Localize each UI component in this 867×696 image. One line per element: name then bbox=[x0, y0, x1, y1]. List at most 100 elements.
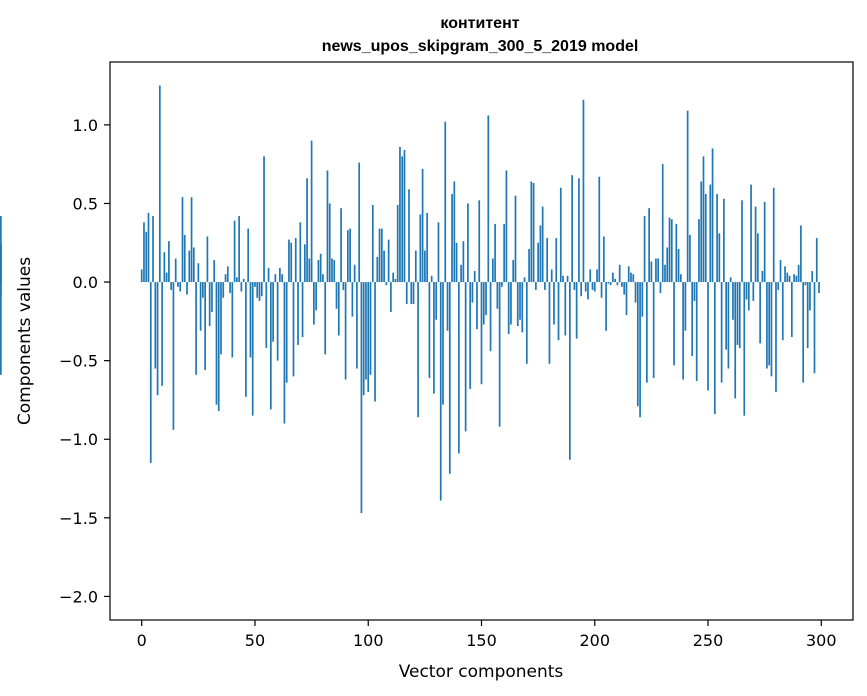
bar bbox=[657, 258, 660, 283]
bar bbox=[784, 266, 786, 283]
bar bbox=[720, 282, 723, 383]
bar bbox=[263, 156, 265, 283]
bar bbox=[213, 260, 216, 283]
bar bbox=[458, 282, 460, 454]
bar bbox=[444, 121, 447, 283]
bar bbox=[779, 260, 782, 283]
x-axis-ticks: 0 50 100 150 200 250 300 bbox=[137, 620, 837, 650]
bar bbox=[788, 275, 791, 283]
bar bbox=[727, 282, 730, 369]
bar bbox=[224, 274, 227, 283]
bar bbox=[292, 282, 295, 377]
bar bbox=[766, 282, 768, 369]
bar bbox=[283, 282, 286, 424]
bar bbox=[285, 282, 288, 383]
bar bbox=[147, 212, 150, 283]
bar bbox=[580, 282, 583, 297]
bar bbox=[177, 282, 179, 287]
bar bbox=[725, 282, 727, 350]
bar bbox=[206, 236, 209, 283]
bar bbox=[303, 244, 306, 283]
bar bbox=[231, 282, 234, 358]
bar bbox=[564, 282, 567, 336]
bar bbox=[589, 269, 592, 283]
bar bbox=[154, 282, 157, 369]
bar bbox=[605, 282, 607, 331]
bar bbox=[507, 282, 510, 334]
bar bbox=[331, 258, 333, 283]
bar bbox=[414, 250, 417, 283]
bar bbox=[408, 189, 410, 283]
bar bbox=[811, 271, 814, 283]
bar bbox=[498, 282, 501, 427]
bar bbox=[634, 282, 637, 303]
bar bbox=[251, 282, 254, 416]
bar bbox=[217, 282, 220, 411]
bar bbox=[245, 282, 247, 397]
bar bbox=[156, 282, 159, 396]
bar bbox=[501, 282, 503, 287]
bar bbox=[535, 282, 537, 290]
bar bbox=[650, 261, 653, 283]
bar bbox=[530, 181, 533, 283]
y-tick-label: −1.0 bbox=[59, 430, 98, 449]
bar bbox=[247, 228, 250, 283]
bar bbox=[743, 282, 746, 416]
bar bbox=[392, 272, 395, 283]
bar bbox=[365, 282, 367, 380]
bar bbox=[655, 258, 657, 283]
bar bbox=[140, 269, 143, 283]
bar bbox=[0, 282, 2, 375]
bar bbox=[521, 282, 524, 333]
chart-subtitle: news_upos_skipgram_300_5_2019 model bbox=[322, 38, 639, 55]
bar bbox=[700, 181, 703, 283]
bar bbox=[532, 183, 535, 283]
x-axis-label: Vector components bbox=[399, 662, 564, 682]
bar bbox=[698, 219, 700, 283]
bar bbox=[446, 282, 449, 331]
bars-group bbox=[0, 85, 820, 514]
bar bbox=[0, 244, 2, 283]
x-tick-label: 250 bbox=[693, 631, 724, 650]
bar bbox=[288, 239, 290, 283]
bar bbox=[186, 282, 188, 295]
bar bbox=[818, 282, 820, 294]
bar bbox=[335, 282, 338, 309]
bar bbox=[797, 264, 800, 283]
bar bbox=[732, 282, 734, 320]
bar bbox=[757, 233, 759, 283]
bar bbox=[358, 162, 361, 283]
bar bbox=[600, 282, 603, 298]
bar bbox=[455, 242, 458, 283]
bar bbox=[473, 271, 476, 283]
bar bbox=[809, 282, 811, 311]
x-tick-label: 0 bbox=[137, 631, 147, 650]
x-tick-label: 200 bbox=[579, 631, 610, 650]
bar bbox=[772, 187, 775, 283]
bar bbox=[301, 282, 304, 338]
bar bbox=[347, 230, 349, 283]
bar bbox=[528, 249, 530, 283]
bar bbox=[607, 282, 610, 284]
bar bbox=[226, 266, 229, 283]
bar bbox=[158, 85, 161, 283]
bar bbox=[476, 282, 478, 330]
bar bbox=[759, 282, 761, 344]
bar bbox=[514, 195, 517, 283]
bar bbox=[553, 282, 555, 325]
bar bbox=[684, 282, 687, 331]
bar bbox=[317, 260, 320, 283]
bar bbox=[489, 282, 492, 352]
x-tick-label: 100 bbox=[353, 631, 384, 650]
bar bbox=[376, 256, 379, 283]
bar bbox=[505, 170, 508, 283]
bar bbox=[736, 282, 739, 345]
bar bbox=[729, 277, 732, 283]
bar bbox=[467, 203, 469, 283]
y-axis-label: Components values bbox=[15, 257, 35, 425]
y-tick-label: 0.0 bbox=[73, 273, 98, 292]
bar bbox=[469, 282, 472, 389]
bar bbox=[815, 238, 818, 283]
bar bbox=[723, 198, 725, 283]
bar bbox=[716, 194, 718, 283]
